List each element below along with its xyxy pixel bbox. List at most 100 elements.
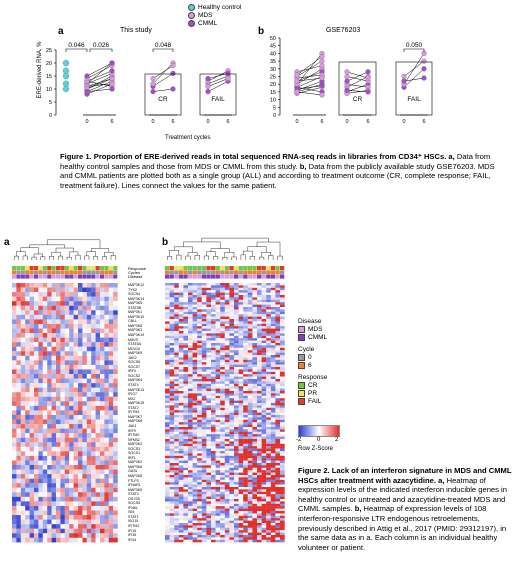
heatmap-cell — [252, 311, 258, 315]
heatmap-cell — [78, 414, 83, 420]
heatmap-cell — [86, 383, 92, 388]
heatmap-cell — [188, 364, 193, 368]
heatmap-cell — [197, 321, 202, 324]
heatmap-cell — [60, 387, 65, 393]
heatmap-cell — [224, 376, 230, 380]
heatmap-cell — [91, 405, 96, 411]
heatmap-cell — [280, 511, 285, 514]
heatmap-cell — [280, 537, 285, 540]
annot-disease-cell — [20, 274, 25, 279]
heatmap-cell — [197, 451, 202, 454]
heatmap-cell — [280, 436, 285, 440]
heatmap-cell — [95, 469, 101, 475]
heatmap-cell — [220, 343, 225, 346]
heatmap-cell — [12, 437, 17, 443]
heatmap-cell — [252, 491, 258, 495]
heatmap-cell — [47, 396, 52, 402]
heatmap-cell — [183, 537, 189, 540]
heatmap-cell — [16, 283, 21, 288]
heatmap-cell — [60, 419, 65, 425]
heatmap-cell — [64, 428, 70, 434]
annot-cycle-cell — [197, 270, 202, 275]
heatmap-cell — [86, 374, 92, 379]
heatmap-cell — [25, 378, 30, 384]
heatmap-cell — [261, 506, 267, 509]
heatmap-cell — [82, 487, 87, 493]
heatmap-cell — [229, 340, 235, 344]
heatmap-cell — [257, 283, 262, 286]
gene-label: MAP3K3 — [128, 328, 143, 333]
gene-label: SOCS6 — [128, 360, 141, 365]
heatmap-cell — [280, 520, 285, 524]
heatmap-cell — [252, 446, 258, 449]
heatmap-cell — [211, 530, 216, 533]
heatmap-cell — [215, 525, 221, 528]
heatmap-cell — [220, 491, 225, 495]
heatmap-cell — [206, 470, 212, 473]
heatmap-cell — [201, 333, 207, 336]
heatmap-cell — [47, 355, 52, 361]
heatmap-cell — [73, 396, 79, 402]
heatmap-cell — [12, 501, 17, 507]
heatmap-cell — [280, 460, 285, 464]
heatmap-cell — [234, 467, 239, 471]
heatmap-cell — [34, 310, 39, 315]
heatmap-cell — [234, 417, 239, 420]
heatmap-cell — [82, 524, 87, 529]
heatmap-cell — [165, 362, 170, 365]
heatmap-cell — [165, 487, 170, 490]
heatmap-cell — [243, 314, 248, 317]
heatmap-cell — [183, 518, 189, 521]
annot-response-cell — [192, 266, 197, 270]
heatmap-cell — [78, 333, 83, 338]
heatmap-cell — [178, 499, 184, 502]
heatmap-cell — [238, 482, 244, 485]
heatmap-cell — [188, 367, 193, 370]
heatmap-cell — [234, 287, 239, 291]
heatmap-cell — [270, 407, 276, 411]
heatmap-cell — [275, 388, 281, 392]
heatmap-cell — [247, 347, 253, 351]
heatmap-cell — [60, 314, 65, 320]
heatmap-cell — [183, 477, 189, 480]
heatmap-cell — [252, 511, 258, 514]
heatmap-cell — [113, 487, 118, 493]
heatmap-cell — [183, 515, 189, 519]
heatmap-cell — [229, 391, 235, 394]
heatmap-cell — [238, 431, 244, 435]
heatmap-cell — [220, 307, 225, 310]
heatmap-cell — [261, 484, 267, 488]
heatmap-cell — [247, 335, 253, 339]
heatmap-cell — [183, 405, 189, 408]
heatmap-cell — [104, 533, 109, 538]
heatmap-cell — [266, 482, 271, 485]
heatmap-cell — [220, 355, 225, 358]
heatmap-cell — [224, 355, 230, 358]
dendrogram-branch — [194, 255, 200, 260]
heatmap-cell — [82, 337, 87, 343]
heatmap-cell — [174, 410, 179, 413]
heatmap-cell — [197, 343, 202, 346]
heatmap-cell — [188, 496, 193, 500]
heatmap-cell — [113, 410, 118, 416]
heatmap-cell — [51, 455, 57, 461]
data-point — [319, 75, 325, 81]
legend-response-fail: FAIL — [298, 397, 327, 405]
heatmap-cell — [224, 331, 230, 334]
heatmap-cell — [192, 431, 198, 435]
heatmap-cell — [257, 407, 262, 411]
data-point — [84, 89, 90, 95]
heatmap-cell — [82, 505, 87, 511]
heatmap-cell — [215, 319, 221, 322]
heatmap-cell — [215, 314, 221, 317]
heatmap-cell — [178, 434, 184, 437]
heatmap-cell — [95, 405, 101, 411]
heatmap-cell — [270, 316, 276, 320]
heatmap-cell — [280, 307, 285, 310]
heatmap-cell — [169, 323, 175, 327]
annot-response-cell — [234, 266, 239, 270]
heatmap-cell — [192, 316, 198, 320]
data-point — [319, 58, 325, 64]
heatmap-cell — [201, 535, 207, 538]
heatmap-cell — [169, 530, 175, 533]
